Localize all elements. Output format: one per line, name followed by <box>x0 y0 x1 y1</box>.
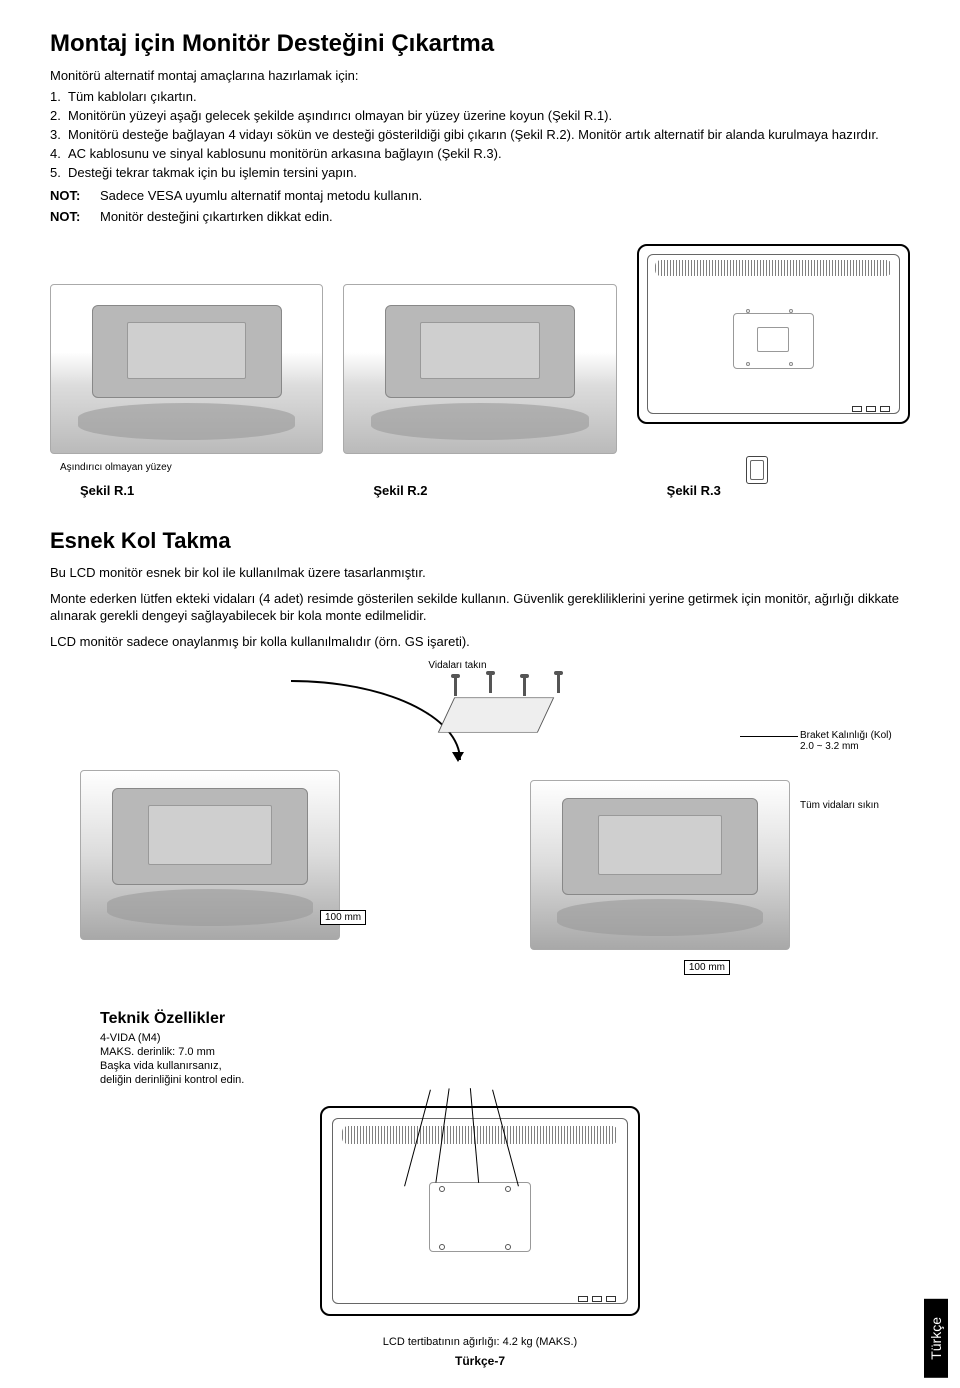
section2-p1: Bu LCD monitör esnek bir kol ile kullanı… <box>50 564 910 582</box>
language-tab: Türkçe <box>924 1299 948 1378</box>
tighten-screws-label: Tüm vidaları sıkın <box>800 800 910 811</box>
insert-screws-label: Vidaları takın <box>428 660 486 671</box>
specs-line2: MAKS. derinlik: 7.0 mm <box>100 1046 910 1058</box>
vesa-rear-figure <box>50 1106 910 1336</box>
figure-captions: Şekil R.1 Şekil R.2 Şekil R.3 <box>50 483 910 498</box>
section2-p3: LCD monitör sadece onaylanmış bir kolla … <box>50 633 910 651</box>
step-1: 1.Tüm kabloları çıkartın. <box>50 89 910 104</box>
specs-title: Teknik Özellikler <box>100 1010 910 1028</box>
step-5: 5.Desteği tekrar takmak için bu işlemin … <box>50 165 910 180</box>
step-3: 3.Monitörü desteğe bağlayan 4 vidayı sök… <box>50 127 910 142</box>
section2-p2: Monte ederken lütfen ekteki vidaları (4 … <box>50 590 910 625</box>
section1-title: Montaj için Monitör Desteğini Çıkartma <box>50 30 910 58</box>
lcd-weight-label: LCD tertibatının ağırlığı: 4.2 kg (MAKS.… <box>50 1336 910 1348</box>
dimension-100-2: 100 mm <box>684 960 730 975</box>
dimension-100-1: 100 mm <box>320 910 366 925</box>
caption-r3: Şekil R.3 <box>637 483 910 498</box>
step-4: 4.AC kablosunu ve sinyal kablosunu monit… <box>50 146 910 161</box>
step-list: 1.Tüm kabloları çıkartın. 2.Monitörün yü… <box>50 89 910 180</box>
section2-title: Esnek Kol Takma <box>50 528 910 554</box>
specs-line4: deliğin derinliğini kontrol edin. <box>100 1074 910 1086</box>
caption-r1: Şekil R.1 <box>50 483 323 498</box>
step-2: 2.Monitörün yüzeyi aşağı gelecek şekilde… <box>50 108 910 123</box>
bracket-thickness-label: Braket Kalınlığı (Kol) 2.0 ~ 3.2 mm <box>800 730 910 752</box>
page-number: Türkçe-7 <box>50 1354 910 1368</box>
note-2: NOT: Monitör desteğini çıkartırken dikka… <box>50 209 910 224</box>
figure-r3 <box>637 244 910 454</box>
figure-r2 <box>343 284 616 454</box>
specs-line1: 4-VIDA (M4) <box>100 1032 910 1044</box>
figure-r1 <box>50 284 323 454</box>
section1-intro: Monitörü alternatif montaj amaçlarına ha… <box>50 68 910 83</box>
note-1: NOT: Sadece VESA uyumlu alternatif monta… <box>50 188 910 203</box>
arm-mount-figure: Vidaları takın Braket Kalınlığı (Kol) 2.… <box>50 660 910 980</box>
non-abrasive-label: Aşındırıcı olmayan yüzey <box>60 462 910 473</box>
specs-line3: Başka vida kullanırsanız, <box>100 1060 910 1072</box>
caption-r2: Şekil R.2 <box>343 483 616 498</box>
figures-row-1 <box>50 244 910 454</box>
specs-block: Teknik Özellikler 4-VIDA (M4) MAKS. deri… <box>100 1010 910 1086</box>
